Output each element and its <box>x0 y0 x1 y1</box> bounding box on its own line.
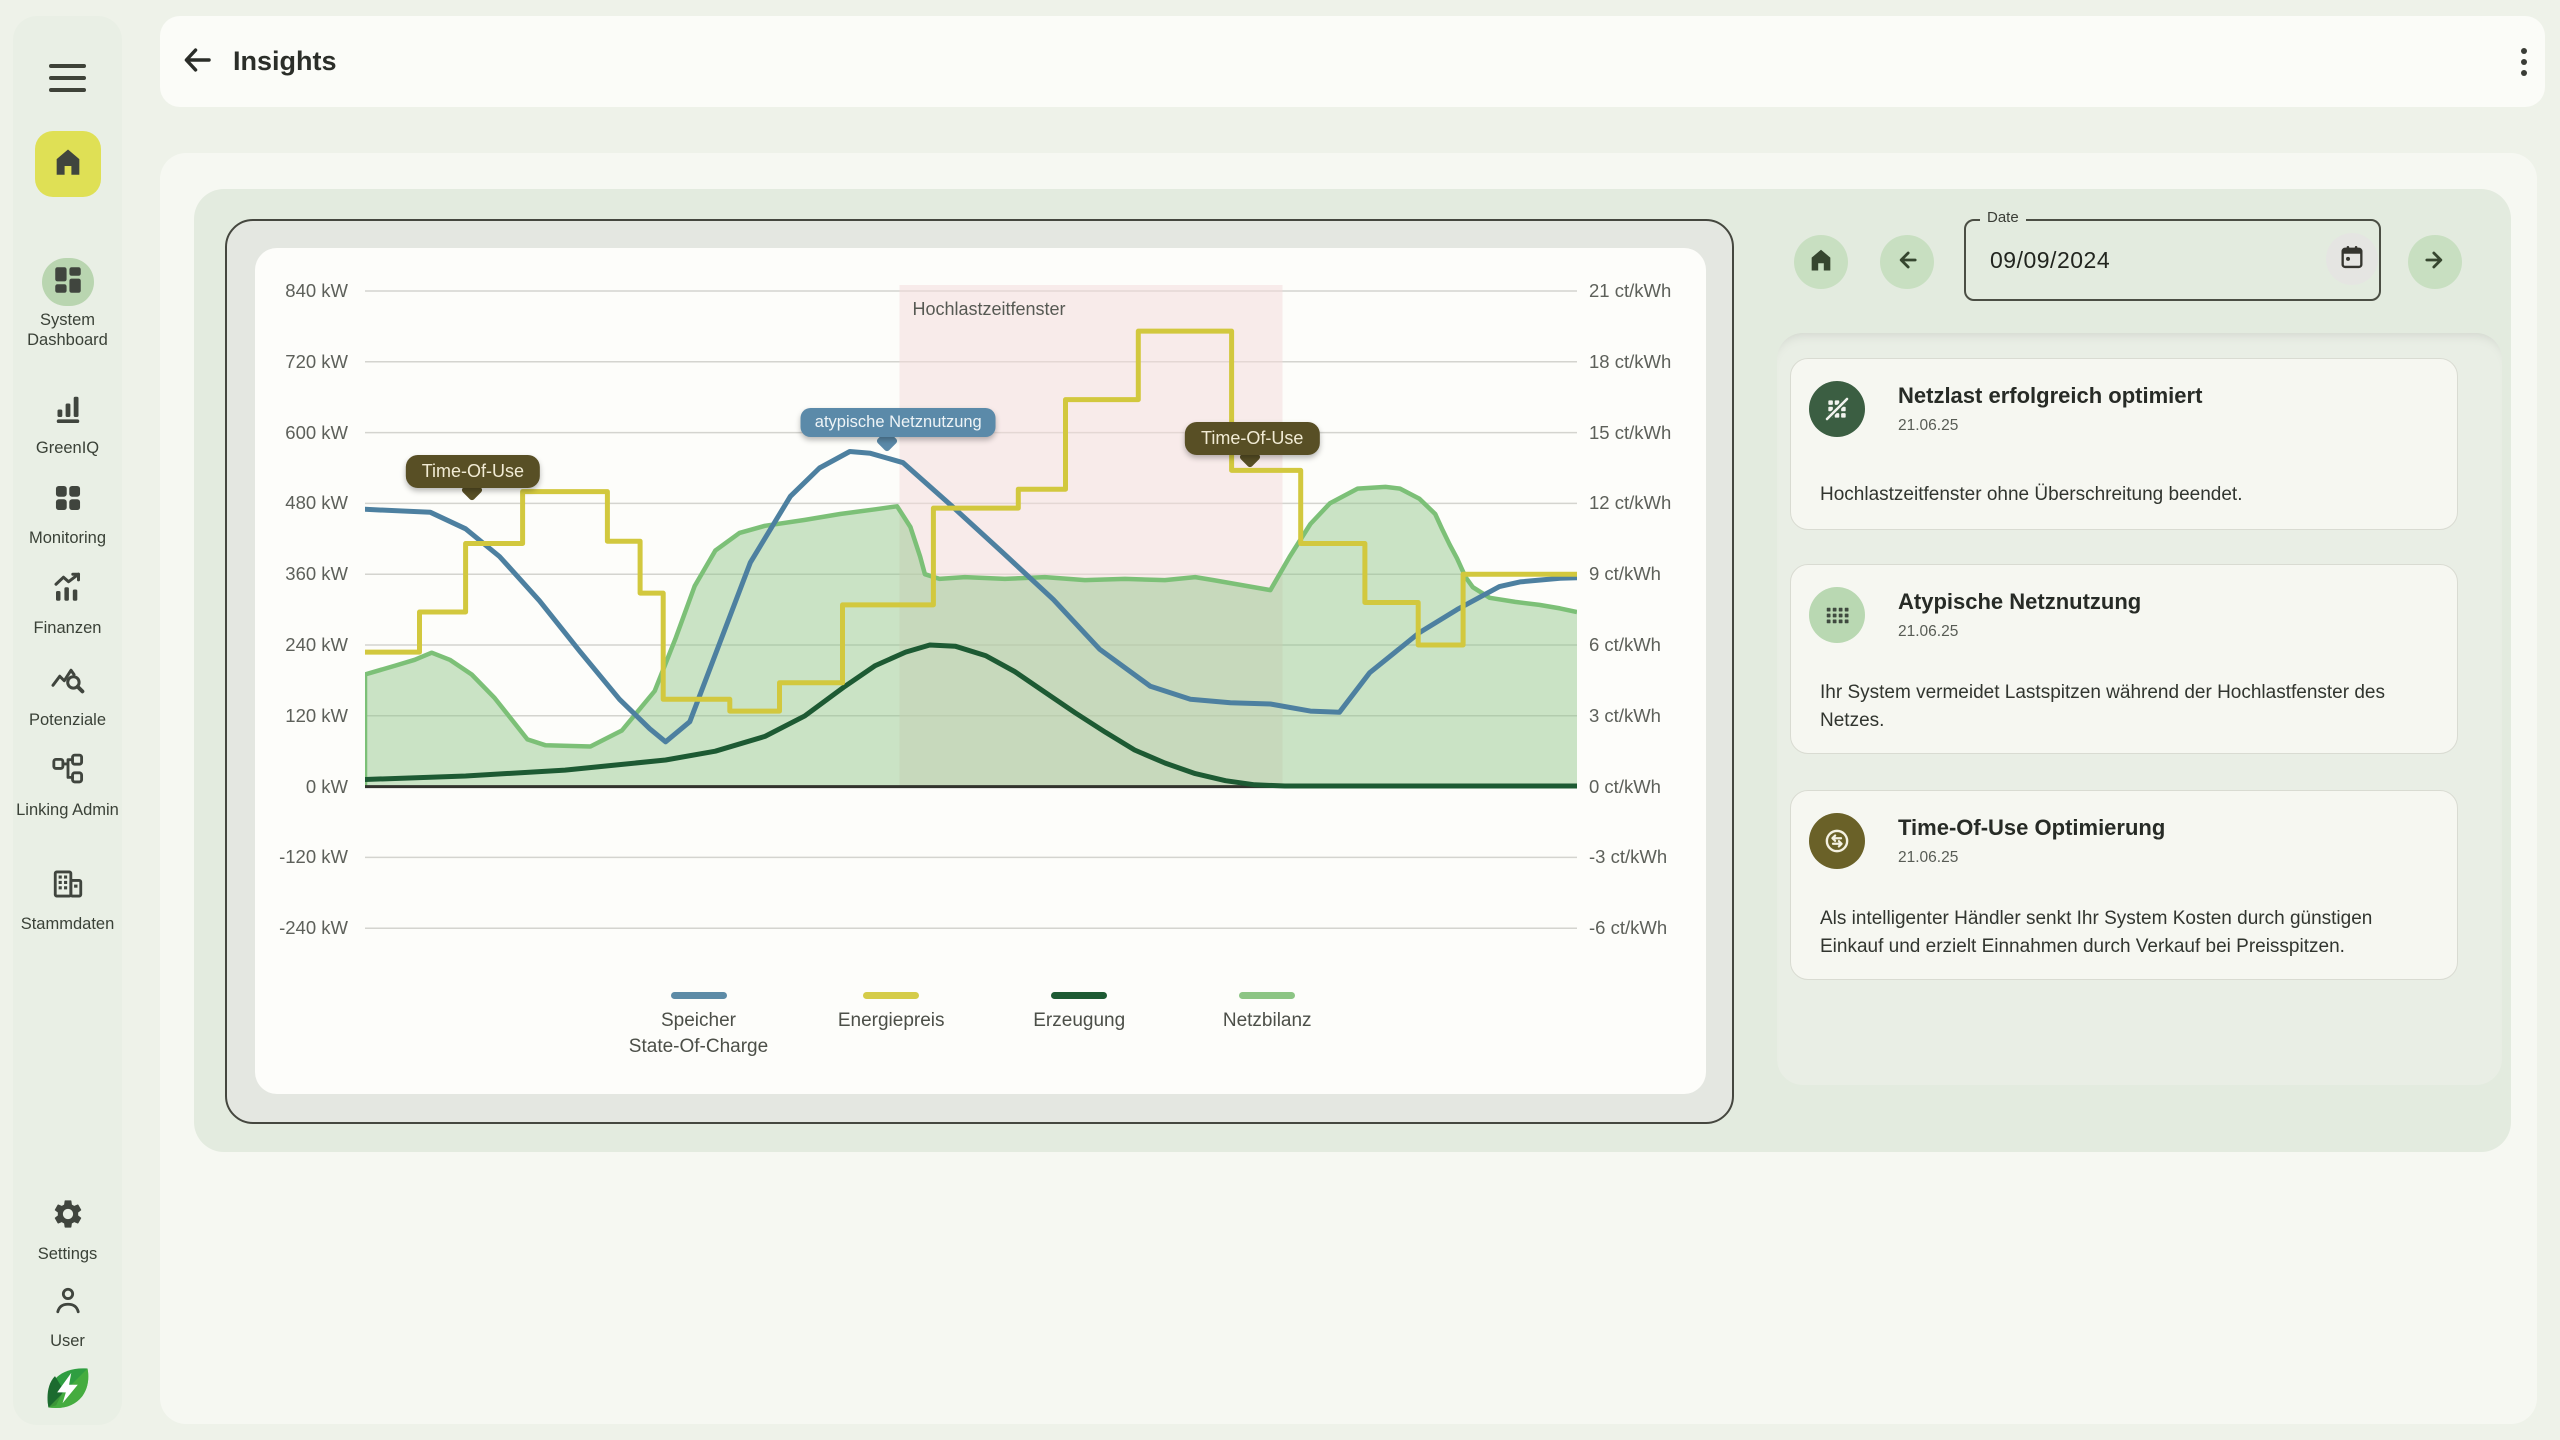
sync-circle-icon <box>1809 813 1865 869</box>
insights-chart <box>362 285 1580 929</box>
sidebar-item-user[interactable]: User <box>13 1279 122 1351</box>
date-home-button[interactable] <box>1794 235 1848 289</box>
y-axis-right-label: 15 ct/kWh <box>1589 421 1672 443</box>
y-axis-right-label: 18 ct/kWh <box>1589 350 1672 372</box>
y-axis-right-label: 3 ct/kWh <box>1589 704 1661 726</box>
sidebar-item-label: Potenziale <box>28 711 107 729</box>
page-title: Insights <box>233 46 337 76</box>
sidebar-item-label: System Dashboard <box>27 311 108 349</box>
notification-body: Ihr System vermeidet Lastspitzen während… <box>1820 682 2385 731</box>
sidebar-item-label: Stammdaten <box>20 915 115 933</box>
sidebar-item-finanzen[interactable]: Finanzen <box>13 566 122 638</box>
chart-tooltip: Time-Of-Use <box>405 455 541 488</box>
legend-swatch <box>1051 992 1108 999</box>
sidebar-item-linking-admin[interactable]: Linking Admin <box>13 748 122 820</box>
sidebar-item-stammdaten[interactable]: Stammdaten <box>13 862 122 934</box>
schema-icon <box>51 753 85 792</box>
sidebar-item-potenziale[interactable]: Potenziale <box>13 658 122 730</box>
sidebar-item-home[interactable] <box>35 131 101 197</box>
notification-body: Hochlastzeitfenster ohne Überschreitung … <box>1820 484 2243 505</box>
overflow-menu-button[interactable] <box>2504 42 2544 82</box>
notification-date: 21.06.25 <box>1898 417 1959 434</box>
y-axis-left-label: 480 kW <box>285 492 348 514</box>
y-axis-left-label: -120 kW <box>279 846 348 868</box>
sidebar: System Dashboard GreenIQ Monitoring Fina… <box>13 16 122 1425</box>
sidebar-item-label: User <box>50 1332 85 1350</box>
sidebar-item-label: Finanzen <box>33 619 102 637</box>
sidebar-item-label: GreenIQ <box>35 439 100 457</box>
y-axis-right-label: 12 ct/kWh <box>1589 492 1672 514</box>
notification-date: 21.06.25 <box>1898 623 1959 640</box>
sidebar-item-label: Monitoring <box>28 529 107 547</box>
notification-title: Netzlast erfolgreich optimiert <box>1898 383 2203 408</box>
sidebar-item-label: Linking Admin <box>16 801 119 819</box>
sidebar-item-settings[interactable]: Settings <box>13 1192 122 1264</box>
notification-card[interactable]: Atypische Netznutzung 21.06.25 Ihr Syste… <box>1790 564 2458 754</box>
chart-tooltip: atypische Netznutzung <box>800 408 996 437</box>
calendar-icon <box>2338 243 2366 276</box>
y-axis-left-label: 720 kW <box>285 350 348 372</box>
date-prev-button[interactable] <box>1880 235 1934 289</box>
y-axis-left-label: 600 kW <box>285 421 348 443</box>
chart-tooltip: Time-Of-Use <box>1185 422 1320 455</box>
y-axis-right-label: 21 ct/kWh <box>1589 280 1672 301</box>
peak-window-label: Hochlastzeitfenster <box>912 299 1066 319</box>
sidebar-item-label: Settings <box>37 1245 98 1263</box>
grid-icon <box>51 481 85 520</box>
legend-item-netzbilanz: Netzbilanz <box>1202 992 1332 1060</box>
home-icon <box>51 145 85 184</box>
menu-hamburger-icon[interactable] <box>49 64 86 92</box>
date-input[interactable] <box>1988 221 2268 299</box>
y-axis-right-label: 6 ct/kWh <box>1589 634 1661 655</box>
y-axis-left-label: 360 kW <box>285 563 348 585</box>
legend-swatch <box>863 992 920 999</box>
grid-dots-icon <box>1809 587 1865 643</box>
arrow-left-icon <box>180 43 214 82</box>
back-button[interactable] <box>177 42 217 82</box>
chart-plot-area: Hochlastzeitfenster Time-Of-Use atypische … <box>362 285 1580 935</box>
notification-panel: Netzlast erfolgreich optimiert 21.06.25 … <box>1777 333 2502 1085</box>
building-icon <box>51 867 85 906</box>
bar-chart-icon <box>50 390 86 431</box>
finance-chart-icon <box>50 570 86 611</box>
sidebar-item-monitoring[interactable]: Monitoring <box>13 476 122 548</box>
sidebar-item-system-dashboard[interactable]: System Dashboard <box>13 258 122 350</box>
home-icon <box>1807 246 1835 279</box>
y-axis-left-label: 840 kW <box>285 280 348 301</box>
notification-title: Atypische Netznutzung <box>1898 589 2142 614</box>
person-icon <box>51 1284 85 1323</box>
legend-item-erzeugung: Erzeugung <box>1014 992 1144 1060</box>
legend-item-speicher: Speicher State-Of-Charge <box>629 992 768 1060</box>
y-axis-left-label: 120 kW <box>285 704 348 726</box>
legend-swatch <box>670 992 727 999</box>
y-axis-left-label: -240 kW <box>279 917 348 939</box>
calendar-button[interactable] <box>2326 233 2378 285</box>
notification-card[interactable]: Time-Of-Use Optimierung 21.06.25 Als int… <box>1790 790 2458 980</box>
y-axis-right-label: -6 ct/kWh <box>1589 917 1668 939</box>
notification-date: 21.06.25 <box>1898 849 1959 866</box>
y-axis-right-label: -3 ct/kWh <box>1589 846 1668 868</box>
y-axis-right-label: 0 ct/kWh <box>1589 775 1661 797</box>
arrow-right-icon <box>2421 246 2449 279</box>
top-bar: Insights <box>160 16 2545 107</box>
legend-swatch <box>1239 992 1296 999</box>
legend-item-energiepreis: Energiepreis <box>826 992 956 1060</box>
notification-title: Time-Of-Use Optimierung <box>1898 815 2166 840</box>
y-axis-left-label: 0 kW <box>305 775 348 797</box>
notification-body: Als intelligenter Händler senkt Ihr Syst… <box>1820 908 2373 957</box>
dashboard-icon <box>51 263 85 302</box>
gear-icon <box>51 1197 85 1236</box>
sidebar-item-greeniq[interactable]: GreenIQ <box>13 386 122 458</box>
y-axis-right-label: 9 ct/kWh <box>1589 563 1661 585</box>
greeniq-logo <box>42 1362 94 1414</box>
grid-off-icon <box>1809 381 1865 437</box>
notification-card[interactable]: Netzlast erfolgreich optimiert 21.06.25 … <box>1790 358 2458 530</box>
date-field[interactable]: Date <box>1964 209 2381 301</box>
arrow-left-icon <box>1893 246 1921 279</box>
query-stats-icon <box>50 662 86 703</box>
date-next-button[interactable] <box>2408 235 2462 289</box>
chart-legend: Speicher State-Of-Charge Energiepreis Er… <box>255 976 1706 1060</box>
y-axis-left-label: 240 kW <box>285 634 348 655</box>
